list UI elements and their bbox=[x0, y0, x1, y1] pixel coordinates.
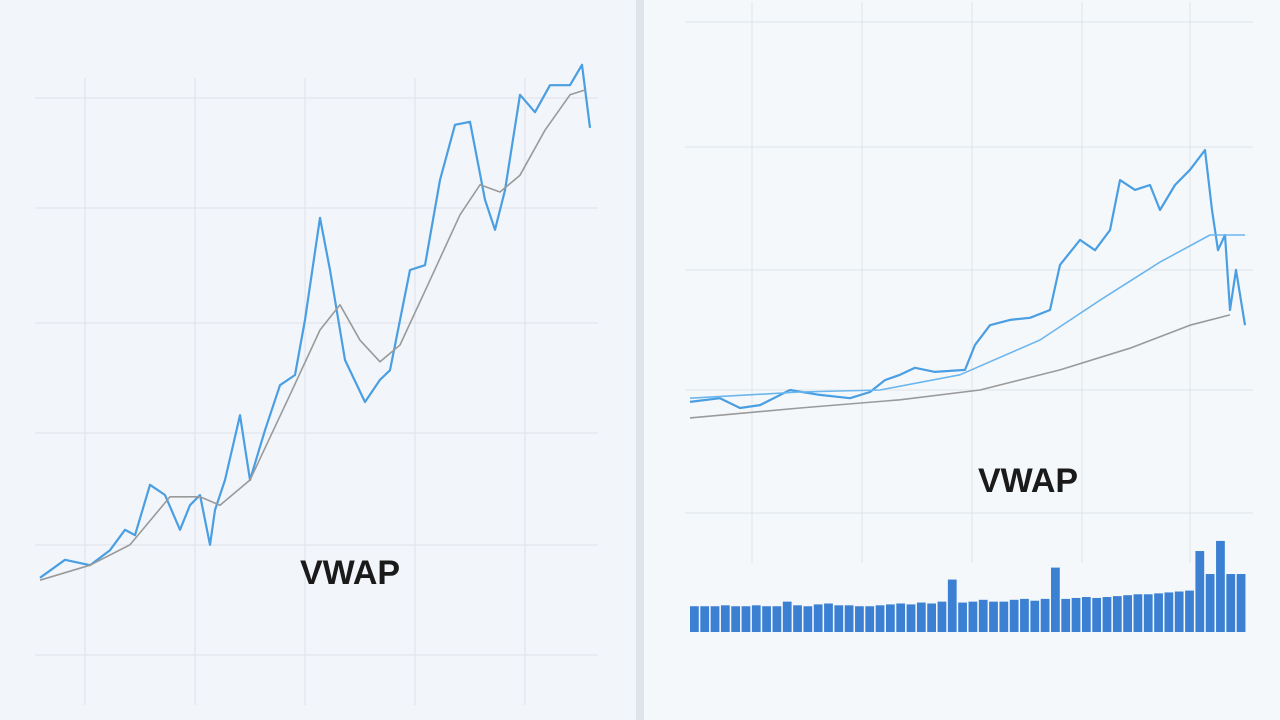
volume-bar bbox=[741, 606, 751, 632]
line-series bbox=[689, 314, 1231, 419]
volume-bar bbox=[875, 605, 885, 632]
volume-bar bbox=[989, 601, 998, 632]
volume-bar bbox=[782, 601, 792, 632]
volume-bar bbox=[803, 606, 813, 632]
volume-bar bbox=[958, 602, 967, 632]
volume-bar bbox=[896, 603, 906, 632]
annotation: VWAP bbox=[300, 554, 400, 592]
line-series bbox=[39, 89, 586, 581]
volume-bar bbox=[762, 606, 771, 632]
volume-bar bbox=[813, 604, 823, 632]
volume-bar bbox=[1020, 598, 1029, 632]
volume-bar bbox=[1112, 596, 1122, 632]
volume-bar bbox=[1226, 574, 1236, 632]
volume-bar bbox=[1143, 594, 1153, 632]
volume-bar bbox=[1040, 598, 1050, 632]
volume-bar bbox=[978, 599, 988, 632]
volume-bar bbox=[824, 603, 833, 632]
volume-bar bbox=[751, 605, 761, 632]
line-series bbox=[689, 149, 1247, 410]
volume-bar bbox=[1102, 597, 1112, 632]
volume-bar bbox=[916, 602, 926, 632]
volume-bar bbox=[1061, 598, 1071, 632]
volume-bar bbox=[1185, 590, 1194, 632]
volume-bar bbox=[772, 606, 782, 632]
volume-bar bbox=[720, 605, 730, 632]
volume-bar bbox=[1154, 593, 1163, 632]
volume-bar bbox=[1092, 597, 1102, 632]
volume-bar bbox=[844, 605, 854, 632]
left-panel bbox=[0, 0, 636, 720]
volume-bar bbox=[1174, 591, 1184, 632]
volume-bar bbox=[1009, 599, 1019, 632]
annotation: VWAP bbox=[978, 462, 1078, 500]
volume-bar bbox=[834, 605, 844, 632]
volume-bar bbox=[1205, 574, 1215, 632]
line-series bbox=[39, 63, 592, 579]
volume-bar bbox=[865, 606, 875, 632]
volume-bar bbox=[937, 601, 947, 632]
line-series bbox=[689, 234, 1245, 399]
volume-bar bbox=[731, 606, 741, 632]
volume-bar bbox=[1030, 600, 1040, 632]
volume-bar bbox=[690, 606, 699, 632]
volume-bar bbox=[1164, 592, 1174, 632]
panel-divider bbox=[636, 0, 644, 720]
volume-bar bbox=[700, 606, 710, 632]
volume-bar bbox=[1216, 540, 1225, 632]
volume-bar bbox=[947, 579, 957, 632]
volume-bar bbox=[793, 605, 802, 632]
volume-bar bbox=[1236, 574, 1246, 632]
volume-bar bbox=[710, 606, 720, 632]
volume-bar bbox=[1071, 597, 1081, 632]
volume-bar bbox=[1133, 594, 1143, 632]
volume-bar bbox=[1123, 595, 1132, 632]
volume-bar bbox=[999, 601, 1009, 632]
volume-bar bbox=[855, 606, 864, 632]
right-panel bbox=[644, 0, 1280, 720]
volume-bar bbox=[927, 603, 937, 632]
volume-bar bbox=[1081, 597, 1091, 632]
volume-bar bbox=[906, 604, 916, 632]
volume-bar bbox=[1195, 551, 1205, 632]
volume-bar bbox=[1051, 567, 1060, 632]
volume-bar bbox=[885, 604, 895, 632]
volume-bar bbox=[968, 601, 978, 632]
